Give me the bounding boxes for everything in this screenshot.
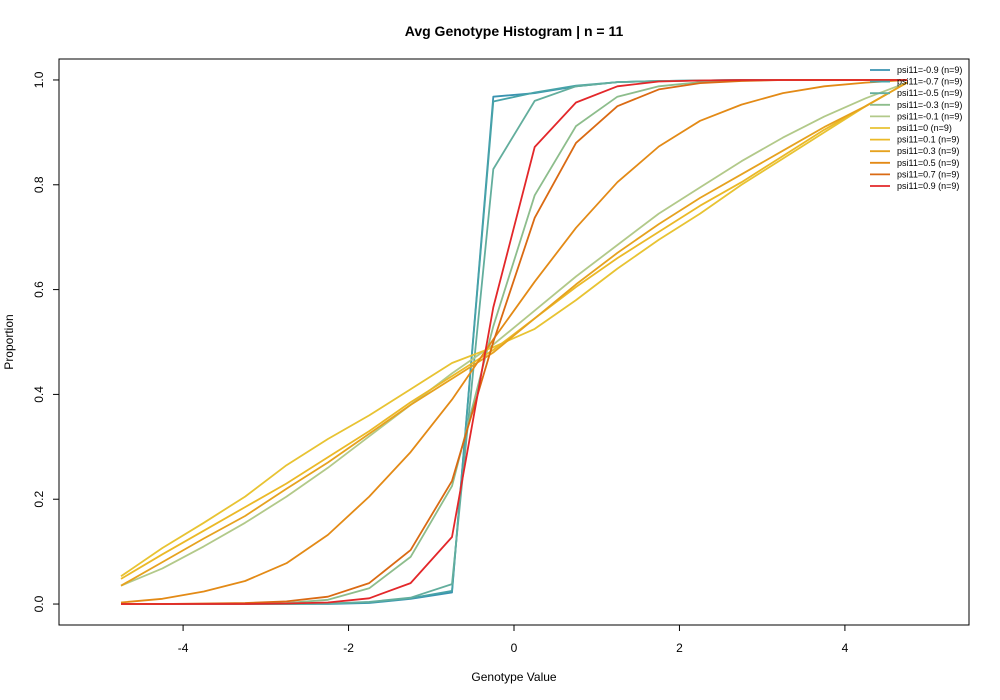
series-line — [120, 81, 908, 587]
legend-label: psi11=-0.7 (n=9) — [897, 77, 962, 87]
y-tick-label: 0.2 — [32, 491, 46, 508]
legend-label: psi11=0.5 (n=9) — [897, 158, 959, 168]
y-axis: 0.0 0.2 0.4 0.6 0.8 1.0 — [32, 71, 59, 612]
legend-label: psi11=0.9 (n=9) — [897, 181, 959, 191]
series-line — [120, 81, 908, 587]
legend-label: psi11=0.1 (n=9) — [897, 135, 959, 145]
legend-label: psi11=-0.9 (n=9) — [897, 65, 962, 75]
series-line — [120, 81, 908, 578]
x-tick-label: -4 — [178, 641, 189, 655]
legend-label: psi11=-0.1 (n=9) — [897, 111, 962, 121]
y-tick-label: 0.6 — [32, 281, 46, 298]
series-line — [120, 81, 908, 580]
x-tick-label: 0 — [511, 641, 518, 655]
x-tick-label: 4 — [842, 641, 849, 655]
y-tick-label: 1.0 — [32, 71, 46, 88]
chart-title: Avg Genotype Histogram | n = 11 — [405, 23, 624, 39]
legend-label: psi11=0 (n=9) — [897, 123, 952, 133]
series-line — [120, 79, 908, 604]
y-axis-label: Proportion — [2, 314, 16, 369]
legend-label: psi11=-0.3 (n=9) — [897, 100, 962, 110]
x-tick-label: 2 — [676, 641, 683, 655]
x-tick-label: -2 — [343, 641, 354, 655]
y-tick-label: 0.8 — [32, 176, 46, 193]
plot-frame — [58, 58, 970, 626]
legend-label: psi11=0.3 (n=9) — [897, 146, 959, 156]
y-tick-label: 0.4 — [32, 386, 46, 403]
legend: psi11=-0.9 (n=9)psi11=-0.7 (n=9)psi11=-0… — [870, 65, 962, 191]
series-lines — [120, 79, 908, 605]
legend-label: psi11=0.7 (n=9) — [897, 169, 959, 179]
legend-label: psi11=-0.5 (n=9) — [897, 88, 962, 98]
y-tick-label: 0.0 — [32, 595, 46, 612]
x-axis: -4 -2 0 2 4 — [178, 625, 849, 655]
x-axis-label: Genotype Value — [471, 670, 556, 684]
series-line — [121, 79, 907, 605]
